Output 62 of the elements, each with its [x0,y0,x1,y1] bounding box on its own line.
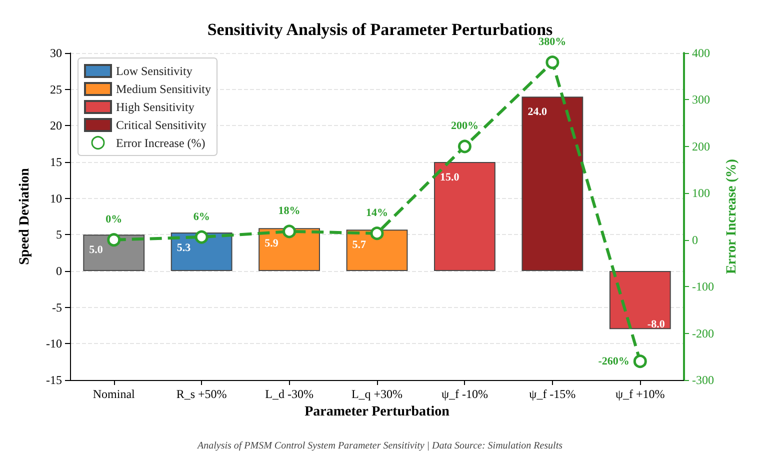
data-label: 5.0 [89,244,104,256]
y2-tick-label: 100 [692,186,710,200]
data-label: 5.3 [176,242,192,254]
bar [434,162,496,271]
y2-tick-label: 400 [692,46,710,60]
x-tick-label: Nominal [92,387,136,401]
x-tick-label: ψ_f +10% [616,387,665,401]
data-label: -260% [598,355,630,368]
y2-tick-label: 300 [692,92,710,107]
point [458,140,472,154]
y2-tick-label: -100 [692,280,714,294]
point [107,233,121,247]
data-label: 380% [538,36,566,48]
y2-tick-label: -300 [692,373,714,387]
data-label: -8.0 [647,318,666,331]
y-tick-label: -15 [46,373,62,387]
y-tick-label: 15 [50,155,62,169]
point [282,224,296,238]
y2-axis-title: Error Increase (%) [724,158,740,274]
y2-tick-label: -200 [692,326,714,340]
x-tick-label: L_q +30% [351,387,403,401]
bar [258,228,320,271]
chart-title: Sensitivity Analysis of Parameter Perturbations [207,20,554,39]
data-label: 18% [278,205,300,218]
y-tick-label: 10 [50,191,62,206]
data-label: 14% [366,207,388,220]
y-tick-label: 5 [56,228,62,242]
y2-tick-label: 200 [692,139,710,154]
point [370,226,384,240]
y-tick-label: 0 [56,264,62,278]
x-tick-label: ψ_f -15% [529,387,576,401]
x-tick-label: L_d -30% [265,387,314,401]
y-axis-title: Speed Deviation [18,168,32,265]
x-tick-label: R_s +50% [176,387,227,401]
bar [522,96,584,271]
y2-tick-label: 0 [692,232,698,247]
legend-label: Error Increase (%) [116,136,206,150]
data-label: 200% [450,120,478,132]
point [633,354,647,368]
bar [609,271,671,330]
data-label: 24.0 [528,106,548,118]
data-label: 5.9 [264,238,279,250]
legend-label: Low Sensitivity [116,64,192,78]
point [194,230,208,244]
data-label: 6% [193,210,210,223]
data-label: 15.0 [440,172,460,184]
y-tick-label: -10 [46,336,62,351]
bar [346,230,408,271]
bar [83,234,145,271]
x-tick-label: ψ_f -10% [441,387,488,401]
text: Analysis of PMSM Control System Parameter Sensitivity | Data Source: Simulation Results [196,440,563,452]
data-label: 5.7 [352,239,367,252]
y-tick-label: 20 [50,118,62,133]
legend-label: High Sensitivity [116,100,194,114]
point [546,56,560,70]
y-tick-label: 30 [50,46,62,60]
legend-label: Medium Sensitivity [116,82,212,96]
y-tick-label: 25 [50,82,62,96]
y-tick-label: -5 [52,300,62,314]
legend-label: Critical Sensitivity [116,118,206,132]
data-label: 0% [106,214,122,226]
x-axis-title: Parameter Perturbation [304,404,450,420]
